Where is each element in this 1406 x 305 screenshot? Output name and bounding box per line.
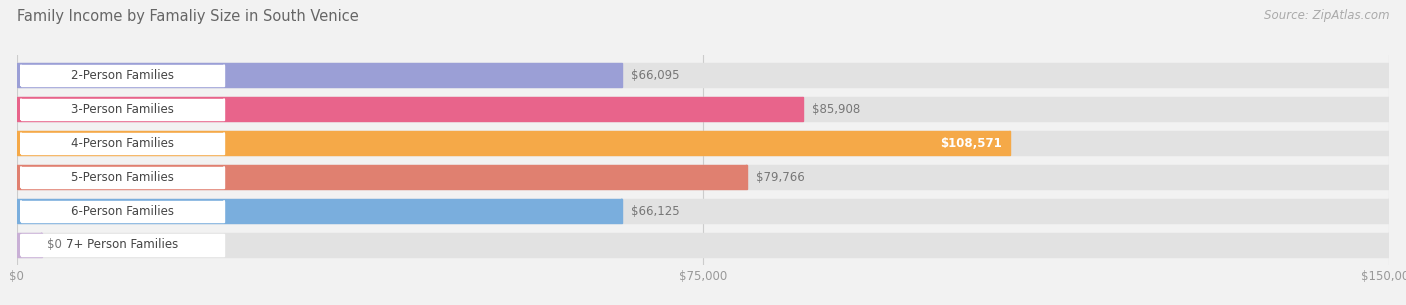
Bar: [17, 165, 747, 189]
Bar: [21, 133, 224, 154]
Text: $79,766: $79,766: [756, 170, 806, 184]
Bar: [17, 233, 1389, 257]
Text: Source: ZipAtlas.com: Source: ZipAtlas.com: [1264, 9, 1389, 22]
Bar: [17, 165, 1389, 189]
Text: $108,571: $108,571: [941, 137, 1002, 150]
Text: $0: $0: [46, 239, 62, 252]
Bar: [17, 97, 803, 121]
Bar: [21, 167, 224, 188]
Text: 3-Person Families: 3-Person Families: [72, 103, 174, 116]
Bar: [17, 63, 1389, 88]
Text: $66,125: $66,125: [631, 205, 681, 217]
Text: 6-Person Families: 6-Person Families: [72, 205, 174, 217]
Text: 5-Person Families: 5-Person Families: [72, 170, 174, 184]
Bar: [21, 99, 224, 120]
Bar: [21, 65, 224, 86]
Bar: [17, 131, 1389, 155]
Bar: [21, 235, 224, 256]
Bar: [21, 200, 224, 221]
Text: $66,095: $66,095: [631, 69, 679, 82]
Bar: [17, 199, 621, 223]
Text: Family Income by Famaliy Size in South Venice: Family Income by Famaliy Size in South V…: [17, 9, 359, 24]
Bar: [17, 131, 1010, 155]
Text: 4-Person Families: 4-Person Families: [72, 137, 174, 150]
Bar: [17, 233, 42, 257]
Bar: [17, 97, 1389, 121]
Text: $85,908: $85,908: [813, 103, 860, 116]
Bar: [17, 199, 1389, 223]
Text: 2-Person Families: 2-Person Families: [72, 69, 174, 82]
Text: 7+ Person Families: 7+ Person Families: [66, 239, 179, 252]
Bar: [17, 63, 621, 88]
